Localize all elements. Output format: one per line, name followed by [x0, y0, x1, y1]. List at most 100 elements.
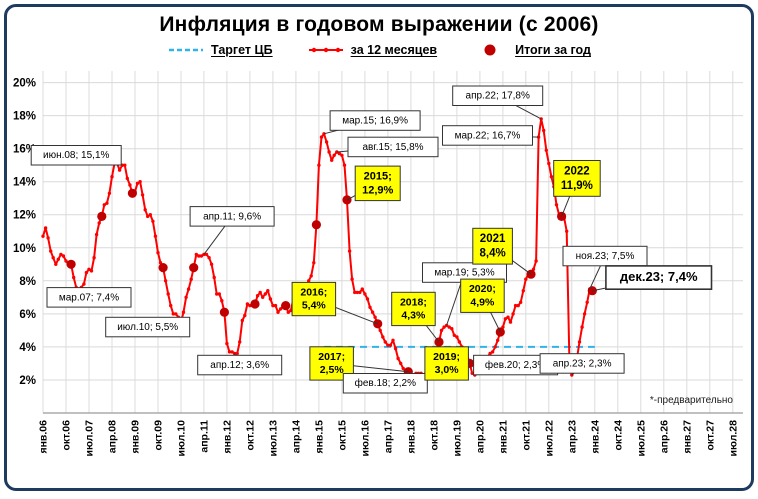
- svg-text:10%: 10%: [13, 243, 36, 255]
- legend: Таргет ЦБ за 12 месяцев Итоги за год: [7, 40, 751, 60]
- annotation-point: апр.11; 9,6%: [189, 206, 275, 227]
- svg-text:окт.18: окт.18: [428, 420, 440, 451]
- svg-text:4%: 4%: [19, 342, 36, 354]
- svg-text:окт.12: окт.12: [244, 420, 256, 451]
- svg-text:2017;: 2017;: [318, 351, 345, 363]
- svg-text:апр.08: апр.08: [107, 420, 119, 453]
- svg-text:2018;: 2018;: [400, 296, 427, 308]
- svg-text:апр.20: апр.20: [474, 420, 486, 453]
- svg-text:янв.06: янв.06: [38, 420, 50, 454]
- svg-text:апр.17: апр.17: [382, 420, 394, 453]
- svg-text:янв.15: янв.15: [313, 420, 325, 454]
- annotation-point: апр.23; 2,3%: [539, 353, 625, 374]
- svg-text:июл.28: июл.28: [727, 420, 739, 457]
- svg-text:окт.15: окт.15: [336, 420, 348, 451]
- svg-text:2022: 2022: [564, 165, 590, 177]
- svg-text:июл.07: июл.07: [84, 420, 96, 457]
- svg-text:2021: 2021: [480, 233, 506, 245]
- annotation-point: ноя.23; 7,5%: [562, 245, 648, 267]
- svg-text:дек.23; 7,4%: дек.23; 7,4%: [620, 269, 698, 284]
- annotation-point: июл.10; 5,5%: [105, 316, 191, 338]
- svg-text:мар.22; 16,7%: мар.22; 16,7%: [455, 130, 521, 141]
- annotation-year: 2015;12,9%: [354, 165, 401, 202]
- svg-text:12%: 12%: [13, 210, 36, 222]
- footnote: *-предварительно: [649, 395, 733, 406]
- annotation-point: дек.23; 7,4%: [605, 265, 713, 290]
- svg-text:мар.15; 16,9%: мар.15; 16,9%: [342, 116, 408, 127]
- annotation-point: фев.20; 2,3%: [473, 354, 559, 376]
- annotation-point: фев.18; 2,2%: [342, 373, 428, 394]
- svg-text:апр.12; 3,6%: апр.12; 3,6%: [210, 360, 269, 371]
- svg-text:янв.21: янв.21: [497, 420, 509, 454]
- itogi-za-god-swatch-icon: [484, 44, 496, 56]
- legend-item-itogi-za-god: Итоги за год: [471, 43, 591, 57]
- svg-text:18%: 18%: [13, 111, 36, 123]
- svg-text:11,9%: 11,9%: [561, 180, 593, 192]
- svg-text:апр.14: апр.14: [290, 420, 302, 453]
- svg-text:янв.12: янв.12: [221, 420, 233, 454]
- svg-text:июл.16: июл.16: [359, 420, 371, 457]
- svg-text:апр.26: апр.26: [658, 420, 670, 453]
- svg-text:8%: 8%: [19, 276, 36, 288]
- x-axis-labels: янв.06 окт.06 июл.07 апр.08 янв.09 окт.09 июл.…: [38, 420, 740, 457]
- svg-text:мар.07; 7,4%: мар.07; 7,4%: [59, 292, 119, 303]
- svg-text:14%: 14%: [13, 177, 36, 189]
- annotation-point: июн.08; 15,1%: [30, 145, 122, 166]
- legend-label: за 12 месяцев: [350, 43, 438, 57]
- annotation-year: 2019;3,0%: [424, 346, 469, 381]
- svg-text:янв.18: янв.18: [405, 420, 417, 454]
- svg-text:апр.11: апр.11: [198, 420, 210, 453]
- chart-card: Инфляция в годовом выражении (с 2006) Та…: [4, 4, 754, 491]
- svg-text:янв.09: янв.09: [130, 420, 142, 454]
- svg-text:авг.15; 15,8%: авг.15; 15,8%: [362, 142, 423, 153]
- annotation-point: апр.12; 3,6%: [197, 354, 283, 376]
- svg-text:окт.27: окт.27: [704, 420, 716, 451]
- svg-text:20%: 20%: [13, 78, 36, 90]
- annotation-year: 2016;5,4%: [291, 281, 337, 317]
- annotation-point: авг.15; 15,8%: [347, 136, 439, 158]
- svg-text:16%: 16%: [13, 144, 36, 156]
- svg-text:ноя.23; 7,5%: ноя.23; 7,5%: [576, 251, 635, 262]
- svg-text:июл.10: июл.10: [176, 420, 188, 457]
- legend-item-target-cb: Таргет ЦБ: [167, 43, 273, 57]
- svg-text:окт.06: окт.06: [61, 420, 73, 451]
- svg-text:июл.10; 5,5%: июл.10; 5,5%: [117, 322, 178, 333]
- legend-label: Таргет ЦБ: [211, 43, 273, 57]
- svg-text:6%: 6%: [19, 309, 36, 321]
- annotation-year: 2022 11,9%: [553, 160, 601, 197]
- svg-text:2020;: 2020;: [469, 283, 496, 295]
- svg-text:8,4%: 8,4%: [479, 248, 505, 260]
- y-axis-labels: 2% 4% 6% 8% 10% 12% 14% 16% 18% 20%: [13, 78, 36, 387]
- chart-title: Инфляция в годовом выражении (с 2006): [159, 13, 599, 36]
- svg-text:фев.18; 2,2%: фев.18; 2,2%: [355, 377, 416, 389]
- annotations: июн.08; 15,1% мар.07; 7,4% июл.10; 5,5% апр…: [30, 85, 713, 394]
- svg-text:апр.22; 17,8%: апр.22; 17,8%: [466, 91, 530, 102]
- annotation-point: мар.07; 7,4%: [46, 287, 132, 308]
- svg-text:окт.24: окт.24: [612, 420, 624, 451]
- inflation-chart: 2% 4% 6% 8% 10% 12% 14% 16% 18% 20% янв.06 окт.06 ию…: [13, 71, 743, 457]
- svg-text:3,0%: 3,0%: [435, 364, 460, 376]
- svg-text:апр.23; 2,3%: апр.23; 2,3%: [553, 358, 612, 369]
- annotation-point: апр.22; 17,8%: [452, 85, 544, 106]
- svg-text:апр.11; 9,6%: апр.11; 9,6%: [203, 211, 261, 222]
- annotation-year: 2018; 4,3%: [391, 291, 436, 327]
- svg-text:2015;: 2015;: [364, 171, 392, 183]
- svg-text:июл.19: июл.19: [451, 420, 463, 457]
- svg-text:2,5%: 2,5%: [320, 364, 345, 376]
- svg-text:июл.22: июл.22: [543, 420, 555, 457]
- annotation-point: мар.22; 16,7%: [442, 125, 533, 146]
- za-12-mesyacev-swatch-icon: [308, 47, 343, 53]
- annotation-year: 2020;4,9%: [460, 278, 505, 313]
- svg-text:12,9%: 12,9%: [362, 184, 393, 196]
- svg-text:янв.24: янв.24: [589, 420, 601, 454]
- legend-label: Итоги за год: [515, 43, 591, 57]
- annotation-year: 2017;2,5%: [309, 346, 354, 381]
- svg-text:2%: 2%: [19, 375, 36, 387]
- svg-text:мар.19; 5,3%: мар.19; 5,3%: [434, 268, 494, 279]
- svg-text:окт.21: окт.21: [520, 420, 532, 451]
- svg-text:2016;: 2016;: [300, 287, 327, 299]
- svg-text:5,4%: 5,4%: [302, 300, 327, 312]
- svg-text:янв.27: янв.27: [681, 420, 693, 454]
- svg-text:апр.23: апр.23: [566, 420, 578, 453]
- svg-text:фев.20; 2,3%: фев.20; 2,3%: [485, 359, 546, 371]
